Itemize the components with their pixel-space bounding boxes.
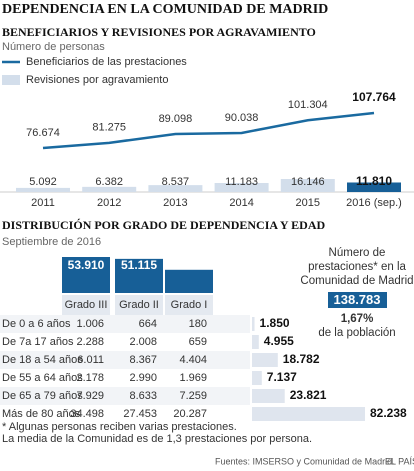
row-bg [0, 351, 250, 369]
cell: 34.498 [70, 408, 104, 420]
chart-subtitle: Septiembre de 2016 [2, 236, 101, 248]
cell: 1.006 [76, 318, 104, 330]
legend-label: Revisiones por agravamiento [26, 74, 168, 86]
chart-subtitle: Número de personas [2, 41, 105, 53]
x-tick-label: 2015 [296, 197, 320, 209]
bar [16, 187, 70, 192]
x-tick-label: 2011 [31, 197, 55, 209]
total-note: Número de prestaciones* en la Comunidad … [296, 246, 414, 340]
chart-title: BENEFICIARIOS Y REVISIONES POR AGRAVAMIE… [2, 25, 316, 39]
row-label: De 65 a 79 años [2, 390, 83, 402]
cell: 6.011 [77, 354, 104, 366]
row-total-bar [252, 407, 365, 421]
row-label: Más de 80 años [2, 408, 81, 420]
row-label: De 0 a 6 años [2, 318, 71, 330]
bar [347, 182, 401, 192]
cell: 8.367 [129, 354, 157, 366]
row-total-bar [252, 335, 259, 349]
row-total-bar [252, 317, 255, 331]
column-header: Grado III [65, 299, 108, 311]
column-header-bg [62, 295, 110, 315]
footnote: La media de la Comunidad es de 1,3 prest… [2, 433, 312, 445]
row-label: De 7a 17 años [2, 336, 74, 348]
cell: 20.287 [173, 408, 207, 420]
row-total-bar [252, 389, 285, 403]
note-label: Número de prestaciones* en la Comunidad … [300, 247, 414, 287]
data-label: 107.764 [352, 90, 396, 104]
cell: 4.404 [179, 354, 207, 366]
cell: 659 [189, 336, 207, 348]
note-share: 1,67% [340, 313, 374, 325]
row-total-label: 23.821 [290, 388, 327, 402]
x-tick-label: 2016 (sep.) [346, 197, 402, 209]
row-total-label: 18.782 [283, 352, 320, 366]
brand: EL PAÍS [385, 456, 414, 466]
data-label: 11.183 [225, 176, 258, 188]
data-label: 81.275 [92, 122, 126, 134]
data-label: 5.092 [29, 176, 57, 188]
x-tick-label: 2013 [163, 197, 187, 209]
data-label: 90.038 [225, 112, 259, 124]
column-total-label: 34.758 [171, 258, 208, 272]
data-label: 76.674 [26, 127, 60, 139]
x-tick-label: 2014 [229, 197, 253, 209]
cell: 2.990 [129, 372, 157, 384]
legend-swatch [2, 75, 20, 85]
cell: 2.288 [76, 336, 104, 348]
column-header-bg [165, 295, 213, 315]
note-value: 138.783 [327, 292, 387, 308]
bar [280, 179, 335, 192]
data-label: 11.810 [356, 174, 392, 188]
cell: 2.008 [129, 336, 157, 348]
data-label: 8.537 [162, 176, 190, 188]
data-label: 89.098 [159, 113, 193, 125]
column-header-bg [115, 295, 163, 315]
cell: 2.178 [76, 372, 104, 384]
row-total-label: 82.238 [370, 406, 407, 420]
cell: 8.633 [129, 390, 157, 402]
cell: 664 [139, 318, 157, 330]
column-total-label: 51.115 [121, 258, 157, 272]
column-total-bar [62, 257, 110, 293]
column-header: Grado II [119, 299, 159, 311]
note-share-text: de la población [318, 327, 396, 339]
line [42, 111, 375, 150]
row-bg [0, 315, 250, 333]
row-total-bar [252, 353, 278, 367]
column-total-bar [115, 258, 163, 293]
bar [82, 186, 137, 192]
column-header: Grado I [171, 299, 208, 311]
x-tick-label: 2012 [97, 197, 121, 209]
bar [214, 182, 269, 192]
row-total-label: 4.955 [264, 334, 294, 348]
cell: 1.969 [179, 372, 207, 384]
page-title: DEPENDENCIA EN LA COMUNIDAD DE MADRID [2, 2, 328, 17]
row-label: De 18 a 54 años [2, 354, 83, 366]
cell: 7.259 [179, 390, 207, 402]
row-label: De 55 a 64 años [2, 372, 83, 384]
column-total-bar [165, 269, 213, 293]
data-label: 6.382 [95, 176, 123, 188]
source: Fuentes: IMSERSO y Comunidad de Madrid. [215, 456, 395, 466]
footnote: * Algunas personas reciben varias presta… [2, 421, 237, 433]
data-label: 101.304 [288, 99, 328, 111]
row-bg [0, 387, 250, 405]
chart-title: DISTRIBUCIÓN POR GRADO DE DEPENDENCIA Y … [2, 218, 325, 232]
row-total-bar [252, 371, 262, 385]
row-total-label: 7.137 [267, 370, 297, 384]
bar [148, 185, 203, 192]
cell: 7.929 [76, 390, 104, 402]
cell: 27.453 [123, 408, 157, 420]
data-label: 16.146 [291, 176, 325, 188]
column-total-label: 53.910 [68, 258, 105, 272]
row-total-label: 1.850 [260, 316, 290, 330]
cell: 180 [189, 318, 207, 330]
legend-label: Beneficiarios de las prestaciones [26, 56, 187, 68]
